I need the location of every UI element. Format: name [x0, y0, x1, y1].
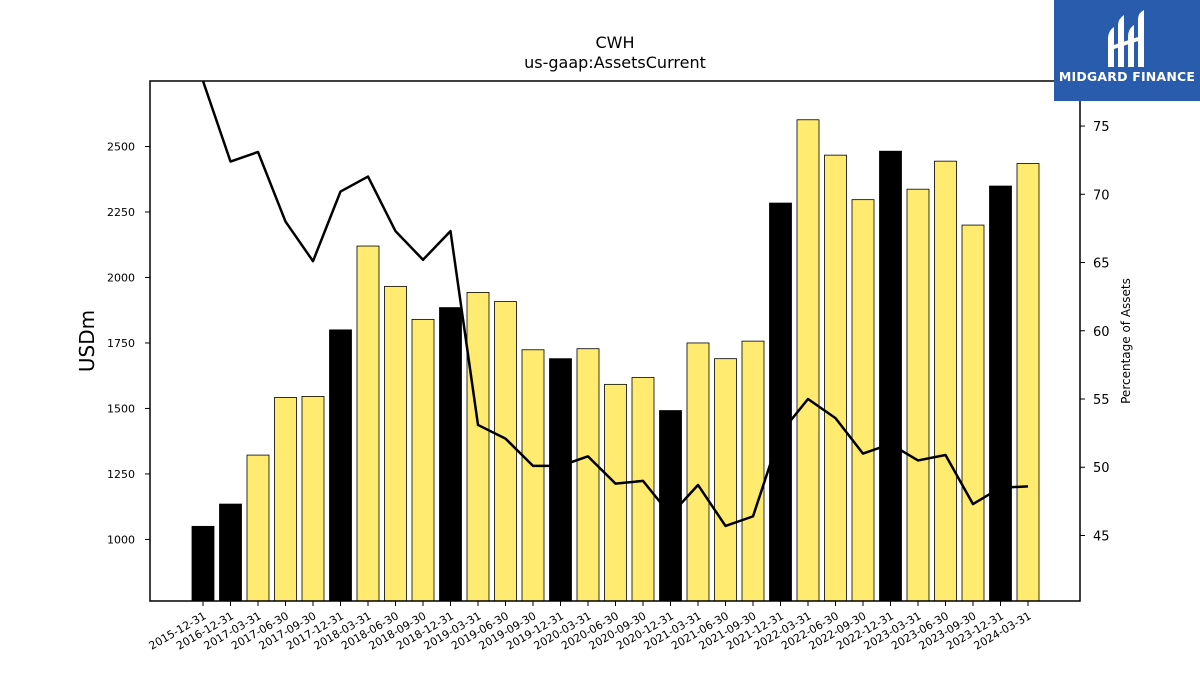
y-tick-label: 1250 — [107, 468, 135, 481]
bar-2023-06-30 — [934, 160, 957, 602]
y2-tick-label: 55 — [1093, 393, 1110, 408]
x-axis: 2015-12-312016-12-312017-03-312017-06-30… — [147, 601, 1034, 653]
logo-mark-icon — [1108, 10, 1144, 67]
bar-2022-06-30 — [824, 154, 847, 602]
y-tick-label: 1500 — [107, 402, 135, 415]
y2-axis-label: Percentage of Assets — [1119, 278, 1133, 404]
y-tick-label: 1000 — [107, 533, 135, 546]
bar-2021-09-30 — [741, 340, 765, 602]
bar-2021-03-31 — [686, 342, 710, 602]
bar-2018-06-30 — [384, 285, 407, 602]
y2-tick-label: 75 — [1093, 120, 1110, 135]
bar-2019-09-30 — [521, 349, 545, 602]
y2-tick-label: 60 — [1093, 325, 1110, 340]
bar-2022-12-31 — [879, 150, 902, 602]
bar-2018-03-31 — [356, 245, 380, 602]
y2-tick-label: 70 — [1093, 188, 1110, 203]
y2-tick-label: 65 — [1093, 257, 1110, 272]
bar-2015-12-31 — [191, 525, 215, 602]
bar-2019-03-31 — [466, 292, 490, 602]
bar-2019-06-30 — [494, 301, 517, 602]
bar-2023-12-31 — [989, 185, 1012, 602]
bar-2018-09-30 — [411, 318, 435, 602]
bar-2022-09-30 — [851, 199, 875, 602]
bar-2017-03-31 — [246, 454, 270, 602]
bar-2017-09-30 — [301, 396, 325, 602]
bar-2023-03-31 — [906, 188, 930, 602]
bar-2024-03-31 — [1016, 163, 1040, 602]
bar-2021-06-30 — [714, 358, 737, 602]
bar-2019-12-31 — [549, 358, 572, 602]
bar-2022-03-31 — [796, 119, 820, 602]
y-tick-label: 2500 — [107, 140, 135, 153]
y-axis-right: 45 50 55 60 65 70 75 — [1080, 120, 1110, 544]
y2-tick-label: 50 — [1093, 461, 1110, 476]
y-axis-left: 1000 1250 1500 1750 2000 2250 2500 — [107, 140, 150, 546]
bar-2023-09-30 — [961, 224, 985, 602]
bar-2017-12-31 — [329, 329, 352, 602]
y-tick-label: 1750 — [107, 337, 135, 350]
y-tick-label: 2000 — [107, 271, 135, 284]
brand-logo: MIDGARD FINANCE — [1054, 0, 1200, 101]
bar-2018-12-31 — [439, 307, 462, 602]
percentage-line — [201, 81, 1029, 528]
bars-group — [191, 119, 1040, 602]
bar-2017-06-30 — [274, 397, 297, 602]
y-tick-label: 2250 — [107, 206, 135, 219]
bar-2021-12-31 — [769, 202, 792, 602]
y2-tick-label: 45 — [1093, 529, 1110, 544]
y-axis-label: USDm — [75, 310, 99, 372]
chart-title: CWH — [595, 33, 634, 52]
bar-2016-12-31 — [219, 503, 242, 602]
brand-name: MIDGARD FINANCE — [1058, 69, 1196, 84]
chart-subtitle: us-gaap:AssetsCurrent — [524, 53, 706, 72]
bar-2020-03-31 — [576, 348, 600, 602]
bar-2020-06-30 — [604, 383, 627, 602]
